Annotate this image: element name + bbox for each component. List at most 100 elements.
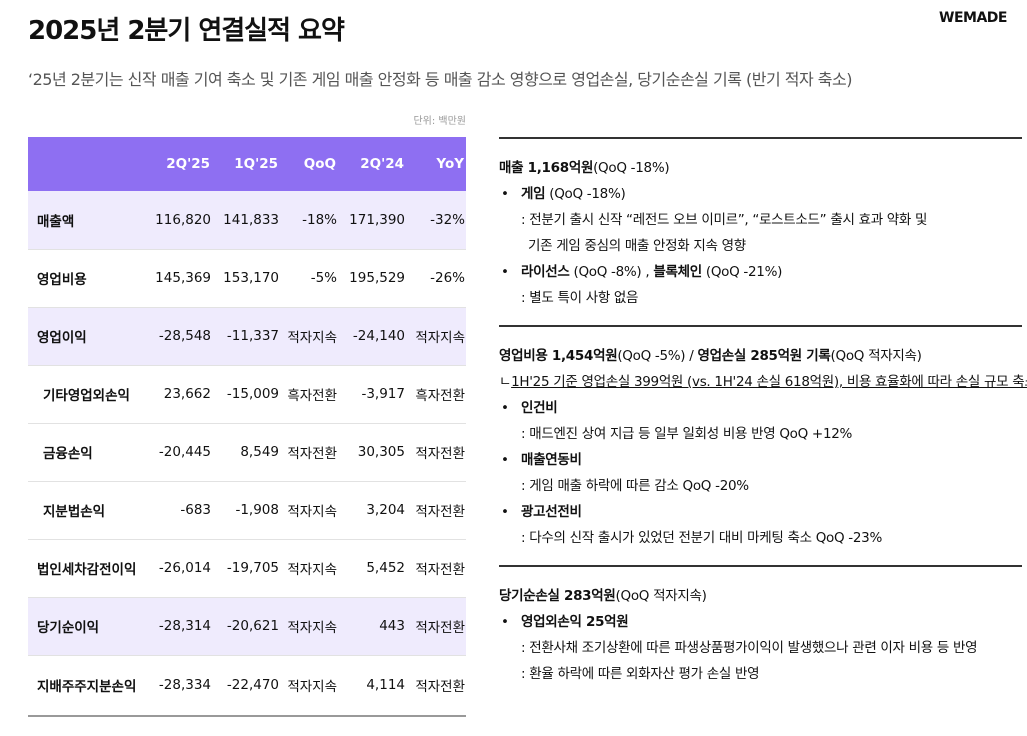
bullet-part: (QoQ -8%) , xyxy=(569,264,654,280)
value-cell: -24,140 xyxy=(338,307,406,366)
value-cell: -18% xyxy=(280,191,338,250)
value-cell: -683 xyxy=(150,481,212,540)
bullet-detail: : 매드엔진 상여 지급 등 일부 일회성 비용 반영 QoQ +12% xyxy=(521,426,853,442)
header-cell xyxy=(28,137,150,191)
row-label: 매출액 xyxy=(28,191,150,250)
value-cell: 23,662 xyxy=(150,365,212,424)
value-cell: 적자전환 xyxy=(280,423,338,482)
heading-part: 매출 1,168억원 xyxy=(499,160,594,176)
section-heading: 매출 1,168억원(QoQ -18%) xyxy=(499,155,1022,181)
heading-part: (QoQ 적자지속) xyxy=(615,588,707,604)
value-cell: 적자지속 xyxy=(406,307,466,366)
value-cell: -28,548 xyxy=(150,307,212,366)
value-cell: 적자전환 xyxy=(406,655,466,717)
header-row: 2Q'25 1Q'25 QoQ 2Q'24 YoY xyxy=(28,137,466,191)
bullet-title: 게임 (QoQ -18%) xyxy=(499,181,1022,207)
row-label: 금융손익 xyxy=(28,423,150,482)
value-cell: 적자전환 xyxy=(406,423,466,482)
bullet-detail: : 환율 하락에 따른 외화자산 평가 손실 반영 xyxy=(521,666,760,682)
value-cell: 3,204 xyxy=(338,481,406,540)
heading-part: (QoQ -18%) xyxy=(593,160,670,176)
bullet-detail: : 전분기 출시 신작 “레전드 오브 이미르”, “로스트소드” 출시 효과 … xyxy=(521,212,928,228)
heading-part: (QoQ -5%) / xyxy=(617,348,698,364)
bullet-title: 라이선스 (QoQ -8%) , 블록체인 (QoQ -21%) xyxy=(499,259,1022,285)
value-cell: 적자지속 xyxy=(280,597,338,656)
value-cell: 141,833 xyxy=(212,191,280,250)
section-heading: 당기순손실 283억원(QoQ 적자지속) xyxy=(499,583,1022,609)
value-cell: -15,009 xyxy=(212,365,280,424)
bullet-part: 블록체인 xyxy=(653,264,702,280)
unit-label: 단위: 백만원 xyxy=(413,116,466,127)
section: 당기순손실 283억원(QoQ 적자지속) 영업외손익 25억원: 전환사채 조기… xyxy=(499,565,1022,687)
bullet-part: 라이선스 xyxy=(521,264,570,280)
bullet-part: 매출연동비 xyxy=(521,452,582,468)
value-cell: 적자지속 xyxy=(280,481,338,540)
section: 영업비용 1,454억원(QoQ -5%) / 영업손실 285억원 기록(Qo… xyxy=(499,325,1027,551)
value-cell: 443 xyxy=(338,597,406,656)
row-label: 영업이익 xyxy=(28,307,150,366)
bullet-title: 매출연동비 xyxy=(499,447,1022,473)
row-label: 법인세차감전이익 xyxy=(28,539,150,598)
table-row: 지분법손익 -683 -1,908 적자지속 3,204 적자전환 xyxy=(28,481,466,540)
value-cell: -28,334 xyxy=(150,655,212,717)
value-cell: 적자전환 xyxy=(406,481,466,540)
bullet-part: 게임 xyxy=(521,186,546,202)
table-row: 영업비용 145,369 153,170 -5% 195,529 -26% xyxy=(28,249,466,308)
value-cell: -20,621 xyxy=(212,597,280,656)
table-row: 매출액 116,820 141,833 -18% 171,390 -32% xyxy=(28,191,466,250)
bullet-title: 인건비 xyxy=(499,395,1022,421)
value-cell: -19,705 xyxy=(212,539,280,598)
header-cell: QoQ xyxy=(280,137,338,191)
header-cell: 1Q'25 xyxy=(212,137,280,191)
value-cell: 195,529 xyxy=(338,249,406,308)
value-cell: -32% xyxy=(406,191,466,250)
subtitle: ‘25년 2분기는 신작 매출 기여 축소 및 기존 게임 매출 안정화 등 매… xyxy=(28,70,852,89)
heading-part: (QoQ 적자지속) xyxy=(830,348,922,364)
heading-part: 영업손실 285억원 기록 xyxy=(697,348,831,364)
row-label: 지배주주지분손익 xyxy=(28,655,150,717)
value-cell: 8,549 xyxy=(212,423,280,482)
bullet-title: 영업외손익 25억원 xyxy=(499,609,1022,635)
bullet-part: (QoQ -21%) xyxy=(701,264,783,280)
table-row: 법인세차감전이익 -26,014 -19,705 적자지속 5,452 적자전환 xyxy=(28,539,466,598)
table-row: 영업이익 -28,548 -11,337 적자지속 -24,140 적자지속 xyxy=(28,307,466,366)
table-row: 지배주주지분손익 -28,334 -22,470 적자지속 4,114 적자전환 xyxy=(28,655,466,717)
value-cell: 171,390 xyxy=(338,191,406,250)
value-cell: 적자지속 xyxy=(280,539,338,598)
value-cell: 적자전환 xyxy=(406,539,466,598)
value-cell: 5,452 xyxy=(338,539,406,598)
bullet-detail: 기존 게임 중심의 매출 안정화 지속 영향 xyxy=(528,238,746,254)
row-label: 지분법손익 xyxy=(28,481,150,540)
logo: WEMADE xyxy=(939,10,1007,26)
bullet-detail: : 게임 매출 하락에 따른 감소 QoQ -20% xyxy=(521,478,749,494)
value-cell: -11,337 xyxy=(212,307,280,366)
bullet-part: 인건비 xyxy=(521,400,558,416)
row-label: 당기순이익 xyxy=(28,597,150,656)
section: 매출 1,168억원(QoQ -18%)게임 (QoQ -18%): 전분기 출… xyxy=(499,137,1022,311)
heading-part: 당기순손실 283억원 xyxy=(499,588,616,604)
header-cell: 2Q'24 xyxy=(338,137,406,191)
table-row: 당기순이익 -28,314 -20,621 적자지속 443 적자전환 xyxy=(28,597,466,656)
bullet-detail: : 다수의 신작 출시가 있었던 전분기 대비 마케팅 축소 QoQ -23% xyxy=(521,530,882,546)
table-row: 금융손익 -20,445 8,549 적자전환 30,305 적자전환 xyxy=(28,423,466,482)
value-cell: 흑자전환 xyxy=(406,365,466,424)
note: ㄴ1H'25 기준 영업손실 399억원 (vs. 1H'24 손실 618억원… xyxy=(499,369,1027,395)
header-cell: 2Q'25 xyxy=(150,137,212,191)
value-cell: 흑자전환 xyxy=(280,365,338,424)
bullet-title: 광고선전비 xyxy=(499,499,1022,525)
header-cell: YoY xyxy=(406,137,466,191)
bullet-part: 영업외손익 25억원 xyxy=(521,614,629,630)
bullet-part: 광고선전비 xyxy=(521,504,582,520)
value-cell: -1,908 xyxy=(212,481,280,540)
commentary: 매출 1,168억원(QoQ -18%)게임 (QoQ -18%): 전분기 출… xyxy=(499,137,1027,687)
section-heading: 영업비용 1,454억원(QoQ -5%) / 영업손실 285억원 기록(Qo… xyxy=(499,343,1022,369)
row-label: 영업비용 xyxy=(28,249,150,308)
value-cell: 적자전환 xyxy=(406,597,466,656)
value-cell: 4,114 xyxy=(338,655,406,717)
value-cell: -26,014 xyxy=(150,539,212,598)
value-cell: -28,314 xyxy=(150,597,212,656)
row-label: 기타영업외손익 xyxy=(28,365,150,424)
results-table: 2Q'25 1Q'25 QoQ 2Q'24 YoY 매출액 116,820 141,833-… xyxy=(28,137,466,717)
value-cell: 적자지속 xyxy=(280,655,338,717)
